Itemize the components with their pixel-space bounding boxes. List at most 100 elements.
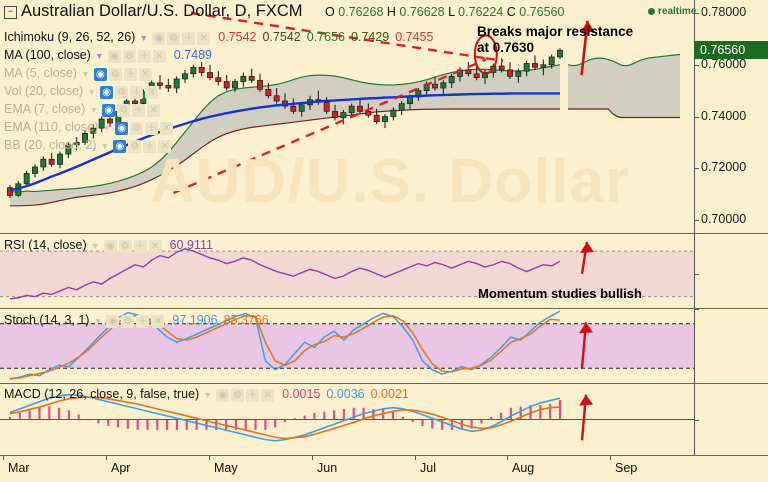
rsi-tickmark: [695, 273, 699, 275]
chevron-down-icon[interactable]: ▼: [89, 104, 99, 115]
add-icon[interactable]: ＋: [182, 31, 196, 45]
indicator-row-2[interactable]: MA (5, close) ▼ ◉ ⚙ ＋ ✕: [4, 66, 154, 83]
stochastic-legend[interactable]: Stoch (14, 3, 1) ▼ ◉ ⚙ ＋ ✕ 97.1906 85.3766: [4, 313, 275, 330]
gear-icon[interactable]: ⚙: [122, 49, 136, 63]
macd-plot-area[interactable]: [0, 384, 694, 455]
close-icon[interactable]: ✕: [151, 314, 165, 328]
month-label-apr: Apr: [111, 461, 131, 475]
status-dot-icon: [648, 7, 655, 15]
indicator-buttons: ◉ ⚙ ＋ ✕: [115, 121, 175, 135]
add-icon[interactable]: ＋: [143, 139, 157, 153]
close-icon[interactable]: ✕: [160, 121, 174, 135]
price-axis[interactable]: 0.78000 0.76000 0.74000 0.72000 0.70000: [694, 0, 768, 233]
indicator-row-0[interactable]: Ichimoku (9, 26, 52, 26) ▼ ◉ ⚙ ＋ ✕ 0.7542 0.754…: [4, 30, 439, 47]
last-price-badge: 0.76560: [694, 41, 768, 60]
indicator-row-4[interactable]: EMA (7, close) ▼ ◉ ⚙ ＋ ✕: [4, 102, 162, 119]
chevron-down-icon[interactable]: ▼: [100, 140, 110, 151]
gear-icon[interactable]: ⚙: [231, 388, 245, 402]
macd-axis[interactable]: [694, 384, 768, 455]
indicator-buttons: ◉ ⚙ ＋ ✕: [102, 103, 162, 117]
macd-buttons: ◉ ⚙ ＋ ✕: [216, 388, 276, 402]
indicator-values: 0.7542 0.7542 0.7656 0.7429 0.7455: [218, 30, 439, 44]
add-icon[interactable]: ＋: [136, 314, 150, 328]
collapse-icon[interactable]: −: [4, 6, 17, 19]
month-label-jul: Jul: [420, 461, 436, 475]
eye-icon[interactable]: ◉: [216, 388, 230, 402]
month-label-aug: Aug: [512, 461, 535, 475]
chevron-down-icon[interactable]: ▼: [87, 86, 97, 97]
eye-icon[interactable]: ◉: [103, 239, 117, 253]
eye-icon[interactable]: ◉: [152, 31, 166, 45]
gear-icon[interactable]: ⚙: [121, 314, 135, 328]
stochastic-axis[interactable]: [694, 309, 768, 384]
gear-icon[interactable]: ⚙: [115, 85, 129, 99]
close-icon[interactable]: ✕: [145, 85, 159, 99]
macd-values: 0.0015 0.0036 0.0021: [282, 387, 415, 401]
stochastic-buttons: ◉ ⚙ ＋ ✕: [106, 314, 166, 328]
eye-icon[interactable]: ◉: [102, 103, 116, 117]
rsi-name: RSI (14, close): [4, 238, 87, 252]
chevron-down-icon[interactable]: ▼: [93, 315, 103, 326]
close-icon[interactable]: ✕: [152, 49, 166, 63]
rsi-axis[interactable]: [694, 234, 768, 308]
close-icon[interactable]: ✕: [261, 388, 275, 402]
add-icon[interactable]: ＋: [130, 85, 144, 99]
chevron-down-icon[interactable]: ▼: [139, 32, 149, 43]
indicator-row-6[interactable]: BB (20, close, 2) ▼ ◉ ⚙ ＋ ✕: [4, 138, 173, 155]
gear-icon[interactable]: ⚙: [130, 121, 144, 135]
annotation-momentum-line1: Momentum studies bullish: [478, 286, 642, 301]
add-icon[interactable]: ＋: [246, 388, 260, 402]
macd-hist-value: 0.0015: [282, 387, 321, 401]
close-icon[interactable]: ✕: [197, 31, 211, 45]
eye-icon[interactable]: ◉: [93, 67, 107, 81]
add-icon[interactable]: ＋: [145, 121, 159, 135]
close-icon[interactable]: ✕: [147, 103, 161, 117]
chevron-down-icon[interactable]: ▼: [203, 389, 213, 400]
stochastic-values: 97.1906 85.3766: [172, 313, 274, 327]
chevron-down-icon[interactable]: ▼: [94, 50, 104, 61]
indicator-name: Vol (20, close): [4, 84, 84, 98]
add-icon[interactable]: ＋: [123, 67, 137, 81]
ohlc-low-label: L: [448, 5, 455, 19]
indicator-buttons: ◉ ⚙ ＋ ✕: [107, 49, 168, 63]
time-axis[interactable]: Mar Apr May Jun Jul Aug Sep: [0, 455, 768, 482]
indicator-value: 0.7455: [395, 30, 434, 44]
gear-icon[interactable]: ⚙: [117, 103, 131, 117]
chevron-down-icon[interactable]: ▼: [102, 122, 112, 133]
eye-icon[interactable]: ◉: [113, 139, 127, 153]
eye-icon[interactable]: ◉: [100, 85, 114, 99]
price-tick: 0.76000: [701, 56, 747, 71]
stoch-tickmark: [695, 309, 699, 310]
rsi-legend[interactable]: RSI (14, close) ▼ ◉ ⚙ ＋ ✕ 60.9111: [4, 238, 219, 255]
stochastic-plot-area[interactable]: [0, 309, 694, 383]
rsi-value: 60.9111: [169, 238, 213, 252]
chevron-down-icon[interactable]: ▼: [90, 240, 100, 251]
stochastic-d-value: 85.3766: [223, 313, 269, 327]
add-icon[interactable]: ＋: [137, 49, 151, 63]
month-tickmark: [312, 456, 313, 460]
indicator-value: 0.7542: [262, 30, 301, 44]
month-label-mar: Mar: [8, 461, 30, 475]
annotation-resistance: Breaks major resistance at 0.7630: [477, 24, 633, 56]
gear-icon[interactable]: ⚙: [118, 239, 132, 253]
indicator-row-3[interactable]: Vol (20, close) ▼ ◉ ⚙ ＋ ✕: [4, 84, 160, 101]
add-icon[interactable]: ＋: [132, 103, 146, 117]
gear-icon[interactable]: ⚙: [167, 31, 181, 45]
indicator-name: Ichimoku (9, 26, 52, 26): [4, 30, 136, 44]
gear-icon[interactable]: ⚙: [128, 139, 142, 153]
eye-icon[interactable]: ◉: [115, 121, 129, 135]
indicator-row-5[interactable]: EMA (110, close) ▼ ◉ ⚙ ＋ ✕: [4, 120, 175, 137]
eye-icon[interactable]: ◉: [107, 49, 121, 63]
eye-icon[interactable]: ◉: [106, 314, 120, 328]
price-plot-area[interactable]: [0, 0, 694, 233]
add-icon[interactable]: ＋: [133, 239, 147, 253]
macd-legend[interactable]: MACD (12, 26, close, 9, false, true) ▼ ◉ ⚙ ＋…: [4, 387, 415, 404]
close-icon[interactable]: ✕: [158, 139, 172, 153]
indicator-row-1[interactable]: MA (100, close) ▼ ◉ ⚙ ＋ ✕ 0.7489: [4, 48, 218, 65]
close-icon[interactable]: ✕: [138, 67, 152, 81]
close-icon[interactable]: ✕: [148, 239, 162, 253]
chevron-down-icon[interactable]: ▼: [80, 68, 90, 79]
rsi-plot-area[interactable]: [0, 234, 694, 308]
gear-icon[interactable]: ⚙: [108, 67, 122, 81]
